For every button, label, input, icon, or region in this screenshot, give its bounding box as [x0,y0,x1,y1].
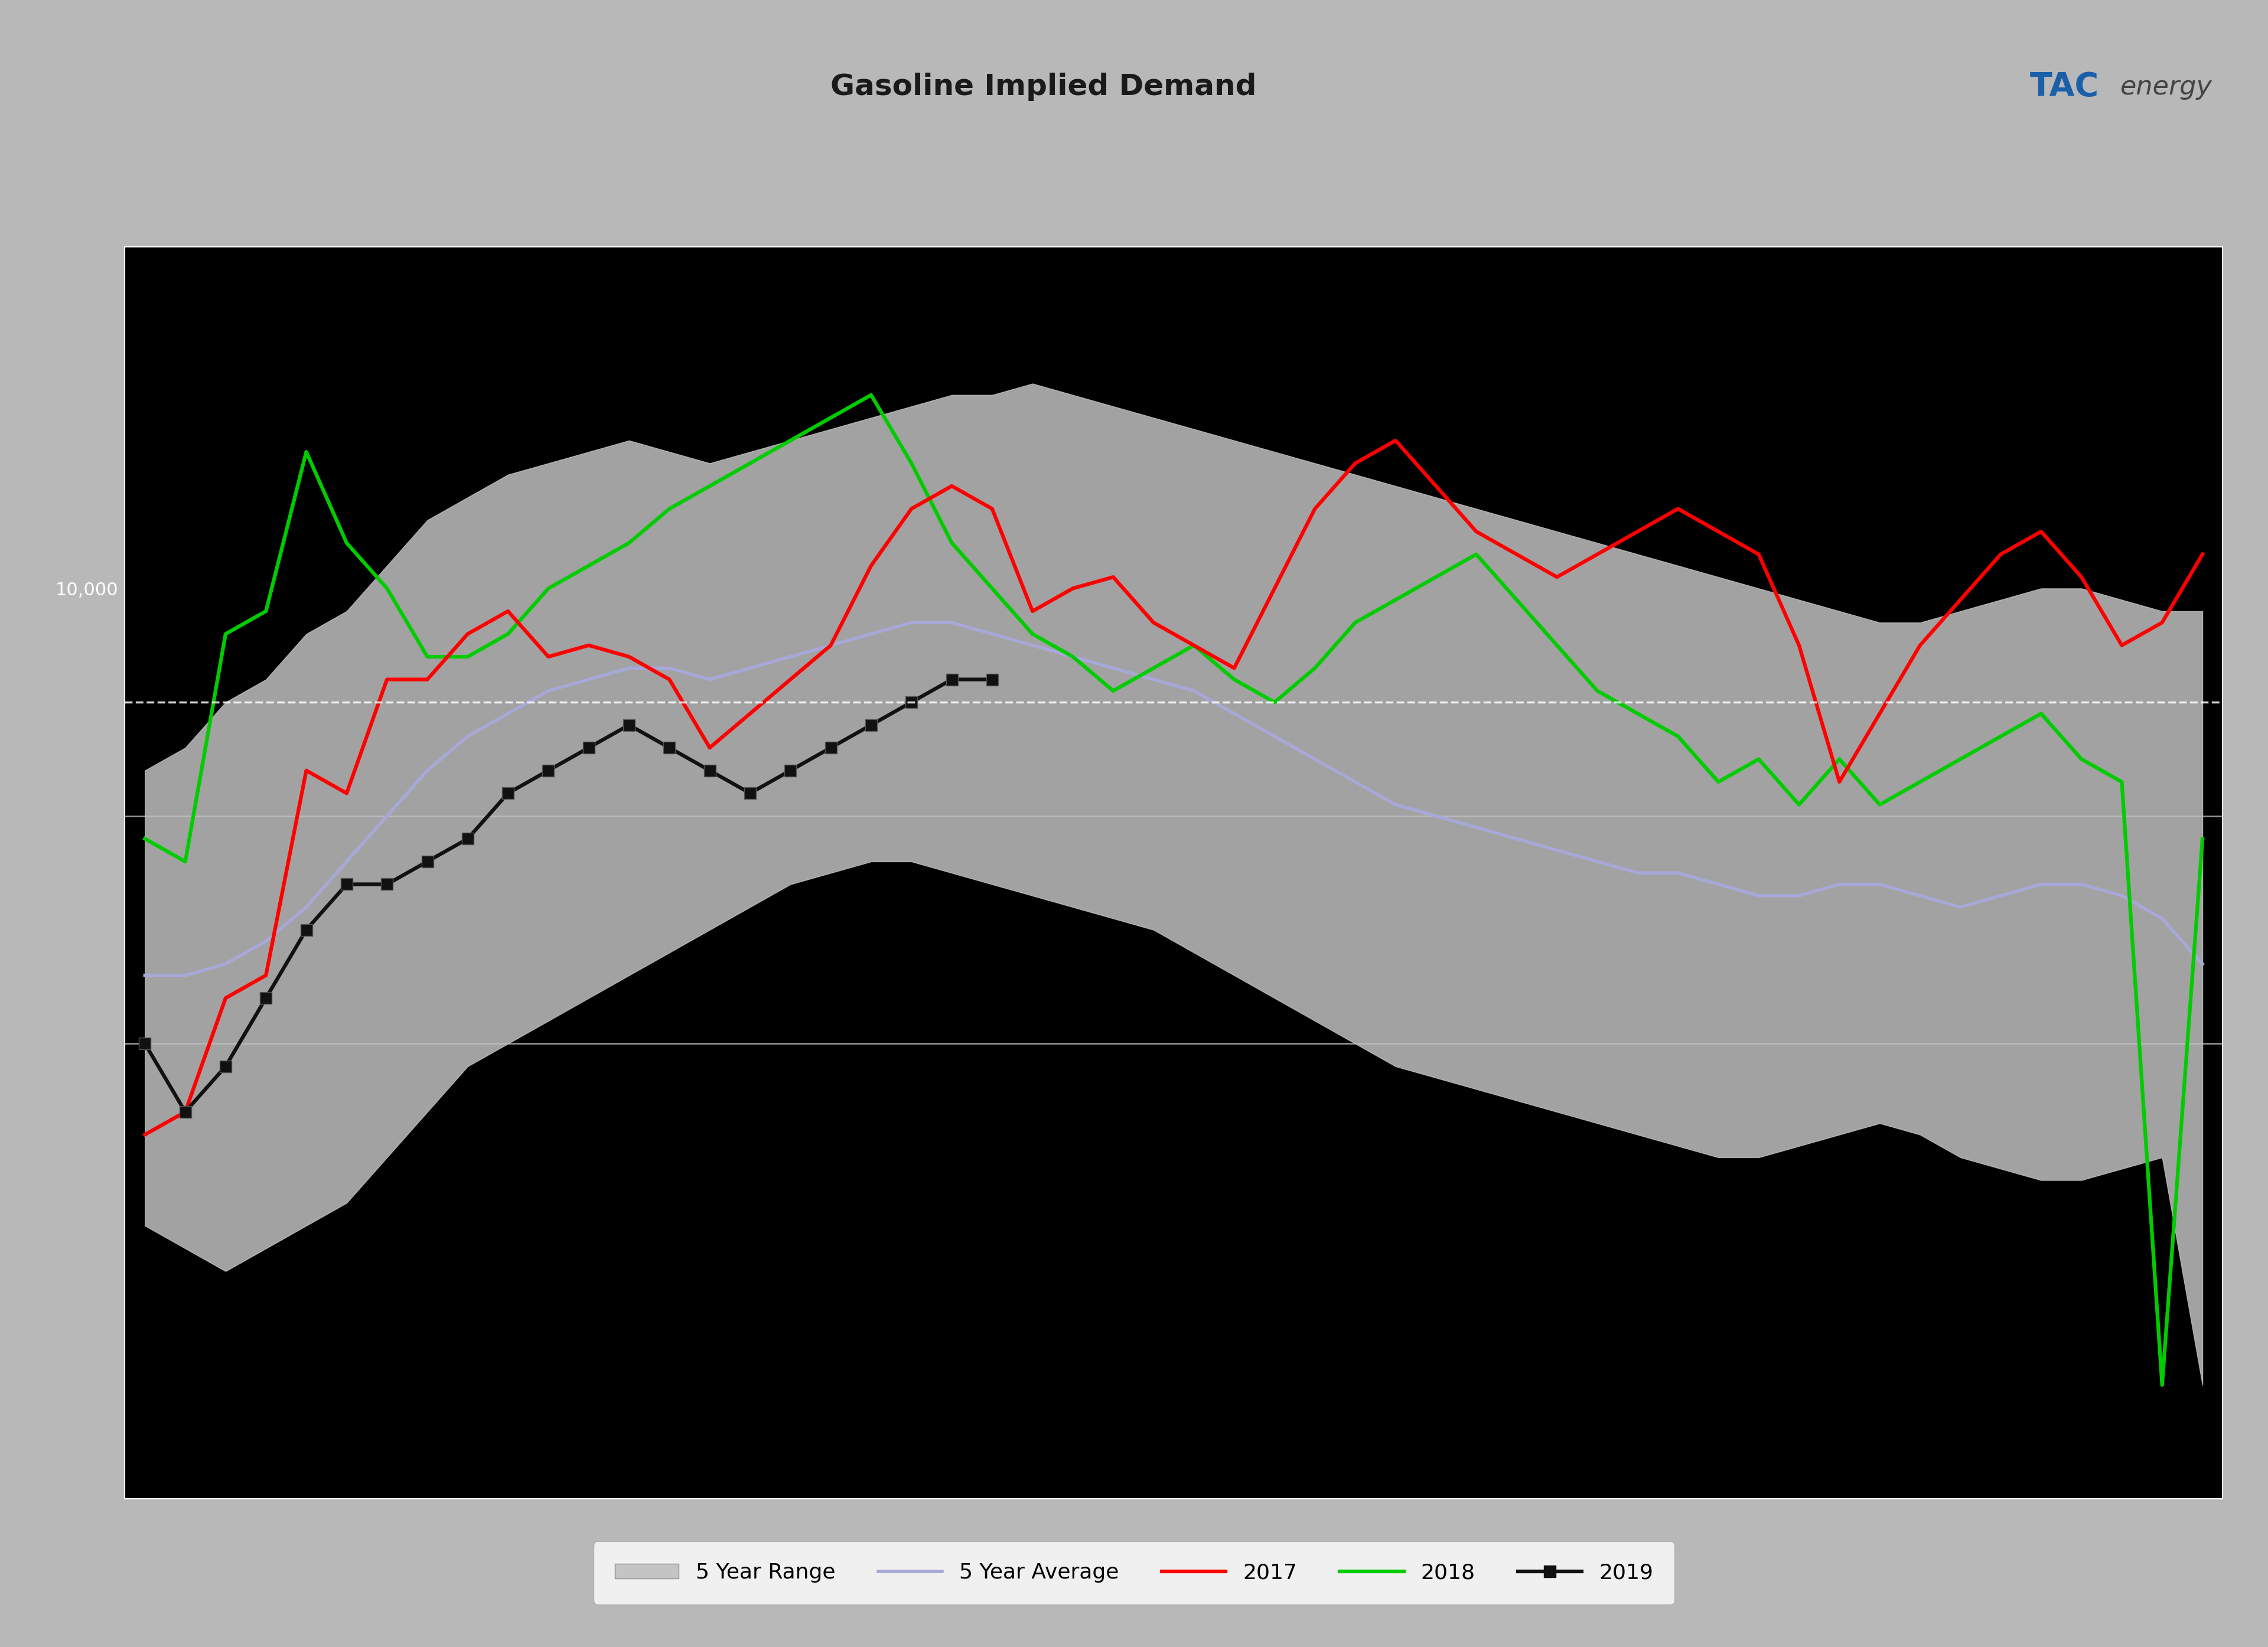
2019 [172,1102,200,1122]
2019 [374,875,401,894]
Line: 2018: 2018 [145,395,2202,1385]
2018 [2189,828,2216,848]
2018 [857,385,885,405]
2018 [1504,590,1531,609]
5 Year Average [1422,805,1449,825]
5 Year Average [2189,954,2216,973]
Legend: 5 Year Range, 5 Year Average, 2017, 2018, 2019: 5 Year Range, 5 Year Average, 2017, 2018… [594,1542,1674,1604]
2017 [2189,545,2216,565]
5 Year Average [857,624,885,644]
2019 [615,715,642,735]
Text: energy: energy [2121,74,2214,100]
2019 [696,761,723,781]
2019 [898,692,925,712]
2019 [494,784,522,804]
2019 [939,670,966,690]
2018 [1422,567,1449,586]
2019 [816,738,844,758]
2017 [1504,545,1531,565]
2017 [1100,567,1127,586]
5 Year Average [293,898,320,917]
2018 [2148,1375,2175,1395]
2019 [655,738,683,758]
2017 [2068,567,2096,586]
Line: 2017: 2017 [145,440,2202,1135]
5 Year Average [1504,828,1531,848]
2018 [898,453,925,473]
2017 [857,555,885,575]
Line: 5 Year Average: 5 Year Average [145,623,2202,975]
2017 [1381,430,1408,450]
2019 [252,988,279,1008]
5 Year Average [1141,670,1168,690]
5 Year Average [2068,875,2096,894]
2019 [293,921,320,940]
Text: TAC: TAC [2030,71,2100,102]
2018 [293,441,320,461]
2019 [737,784,764,804]
2018 [132,828,159,848]
5 Year Average [898,613,925,632]
2019 [132,1034,159,1054]
5 Year Average [132,965,159,985]
2017 [132,1125,159,1145]
2018 [1141,659,1168,679]
2019 [333,875,361,894]
2019 [576,738,603,758]
2019 [535,761,562,781]
2019 [857,715,885,735]
2019 [211,1056,238,1075]
2018 [1261,692,1288,712]
2019 [978,670,1005,690]
2017 [1422,476,1449,496]
2019 [778,761,805,781]
Line: 2019: 2019 [138,674,998,1118]
Text: Gasoline Implied Demand: Gasoline Implied Demand [830,72,1256,100]
2017 [293,761,320,781]
2019 [454,828,481,848]
2019 [413,851,440,871]
